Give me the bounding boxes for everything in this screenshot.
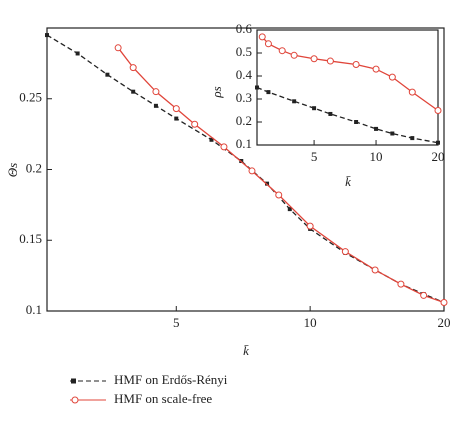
y-tick-label: 0.15 — [19, 231, 42, 246]
point — [248, 167, 256, 175]
point — [290, 51, 298, 59]
point — [255, 85, 259, 90]
point — [131, 89, 136, 94]
point — [388, 73, 396, 81]
point — [174, 116, 179, 121]
inset-x-axis-label: k̄ — [345, 174, 351, 189]
point — [275, 191, 283, 199]
point — [410, 136, 415, 141]
point — [390, 131, 395, 136]
point — [436, 140, 440, 145]
point — [328, 111, 333, 116]
point — [292, 99, 297, 104]
point — [341, 248, 349, 256]
point — [191, 120, 199, 128]
point — [114, 44, 122, 52]
point — [374, 126, 379, 131]
y-axis-label: Θs — [5, 163, 20, 177]
y-tick-label: 0.2 — [26, 160, 42, 175]
point — [434, 107, 442, 114]
x-tick-label: 5 — [311, 149, 318, 164]
point — [45, 33, 49, 38]
point — [152, 88, 160, 96]
x-tick-label: 10 — [370, 149, 383, 164]
y-tick-label: 0.5 — [236, 44, 252, 59]
legend-marker — [71, 378, 76, 384]
point — [440, 299, 448, 307]
point — [153, 103, 158, 108]
y-tick-label: 0.4 — [236, 67, 253, 82]
point — [306, 222, 314, 230]
y-tick-label: 0.6 — [236, 21, 253, 36]
y-tick-label: 0.1 — [26, 302, 42, 317]
x-axis-label: k̄ — [243, 343, 249, 358]
point — [372, 65, 380, 73]
series-line — [117, 47, 445, 304]
point — [354, 120, 359, 124]
point — [408, 88, 416, 96]
point — [278, 47, 286, 55]
legend: HMF on Erdős-Rényi HMF on scale-free — [70, 372, 228, 406]
series-line — [256, 86, 439, 144]
y-tick-label: 0.1 — [236, 136, 252, 151]
point — [129, 64, 137, 72]
point — [220, 143, 228, 151]
point — [312, 106, 317, 111]
y-tick-label: 0.2 — [236, 113, 252, 128]
legend-marker — [71, 396, 79, 404]
x-tick-label: 20 — [438, 315, 451, 330]
point — [371, 266, 379, 274]
inset-frame — [256, 29, 439, 146]
point — [172, 105, 180, 113]
y-tick-label: 0.25 — [19, 90, 42, 105]
point — [287, 207, 292, 212]
x-tick-label: 5 — [173, 315, 180, 330]
legend-label: HMF on scale-free — [114, 391, 212, 406]
point — [352, 61, 360, 68]
point — [266, 90, 271, 95]
point — [310, 55, 318, 63]
point — [258, 33, 266, 41]
y-tick-label: 0.3 — [236, 90, 252, 105]
x-tick-label: 20 — [432, 149, 445, 164]
point — [326, 57, 334, 65]
point — [264, 40, 272, 48]
x-tick-label: 10 — [304, 315, 317, 330]
point — [420, 291, 428, 299]
inset-y-axis-label: ρs — [209, 86, 224, 98]
legend-label: HMF on Erdős-Rényi — [114, 372, 228, 387]
point — [209, 137, 214, 142]
point — [397, 280, 405, 288]
point — [105, 72, 110, 77]
point — [75, 51, 80, 56]
